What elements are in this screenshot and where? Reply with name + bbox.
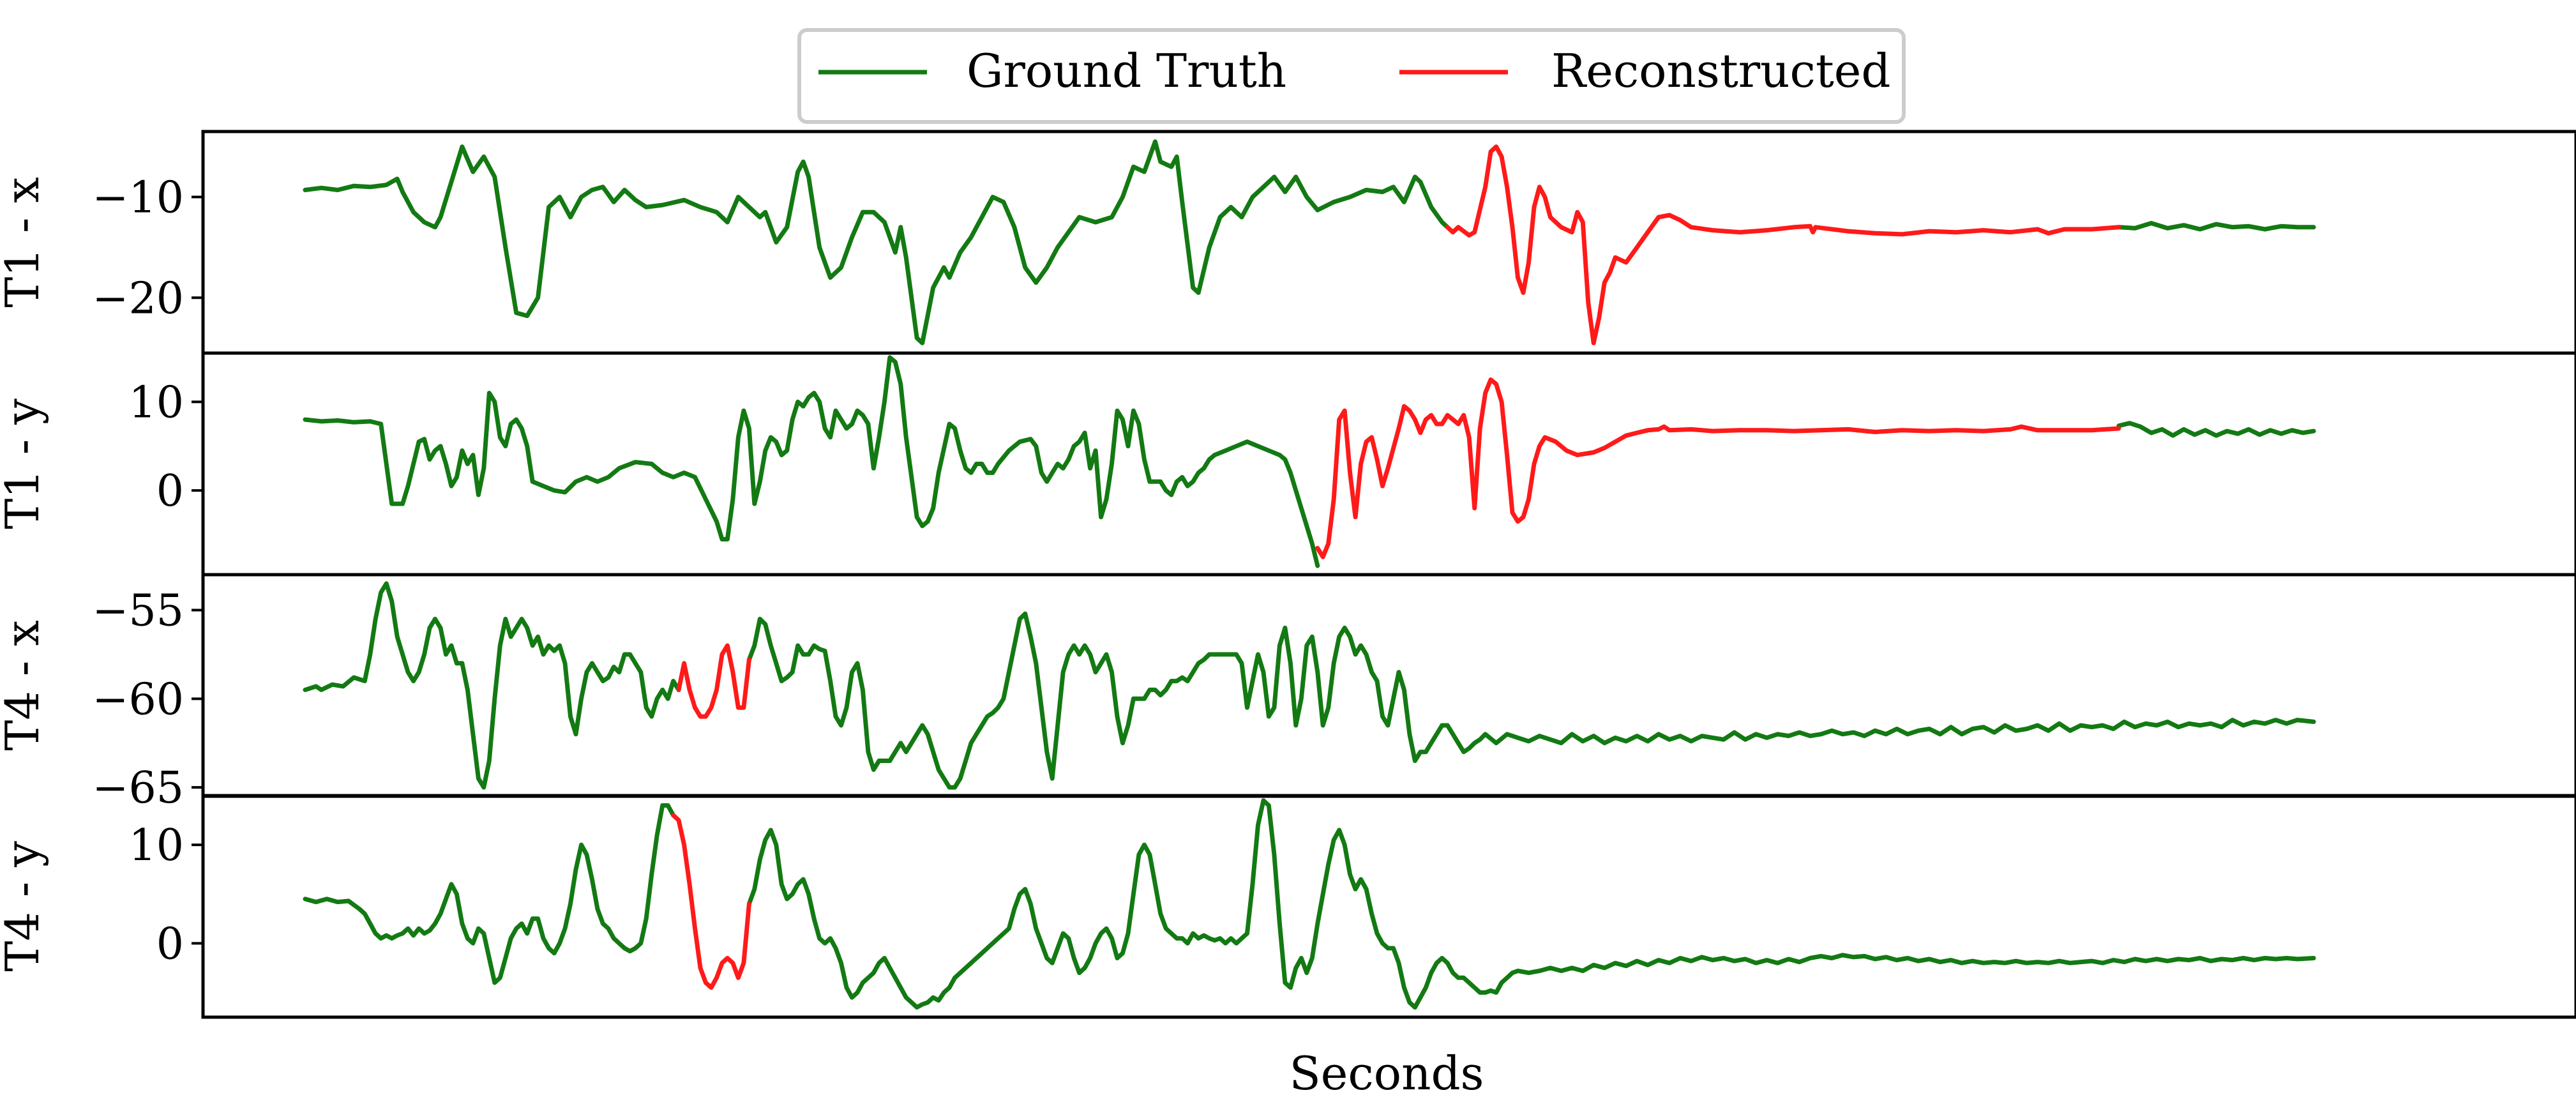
reconstructed-line [676, 643, 751, 719]
reconstructed-line [671, 813, 751, 990]
panel-frame [201, 130, 2576, 355]
y-tick-label: −10 [92, 173, 184, 223]
y-tick-label: −60 [92, 674, 184, 725]
y-axis-label: T4 - y [0, 841, 49, 972]
ground-truth-line [2116, 421, 2316, 438]
ground-truth-line [746, 611, 2316, 790]
panels: −10 −20 T1 - x 10 0 T1 - y −55 −60 −65 T4 - x 10 0 T… [0, 130, 2576, 1019]
legend-label-ground-truth: Ground Truth [967, 44, 1286, 98]
ground-truth-line [2116, 221, 2316, 232]
y-axis-label: T4 - x [0, 620, 49, 751]
y-tick-label: −20 [92, 273, 184, 324]
y-tick-label: 0 [156, 919, 184, 969]
y-tick-label: −55 [92, 586, 184, 637]
y-axis-label: T1 - x [0, 177, 49, 308]
panel-3: −55 −60 −65 T4 - x [0, 573, 2576, 813]
y-tick-label: −65 [92, 763, 184, 813]
ground-truth-line [303, 355, 1320, 568]
panel-frame [201, 794, 2576, 1019]
panel-frame [201, 573, 2576, 798]
y-tick-label: 10 [128, 820, 184, 871]
legend-frame [797, 28, 1906, 124]
y-axis-label: T1 - y [0, 398, 49, 529]
ground-truth-line [746, 798, 2316, 1010]
y-tick-label: 0 [156, 466, 184, 517]
y-tick-label: 10 [128, 377, 184, 428]
panel-4: 10 0 T4 - y [0, 794, 2576, 1019]
ground-truth-line [303, 139, 1450, 345]
reconstructed-line [1315, 377, 2121, 559]
x-axis-label: Seconds [1289, 1047, 1484, 1100]
ground-truth-line [303, 803, 676, 985]
panel-2: 10 0 T1 - y [0, 351, 2576, 577]
legend: Ground Truth Reconstructed [797, 28, 1906, 124]
reconstructed-line [1445, 144, 2121, 345]
legend-label-reconstructed: Reconstructed [1551, 44, 1891, 98]
ground-truth-line [303, 581, 681, 790]
panel-1: −10 −20 T1 - x [0, 130, 2576, 355]
